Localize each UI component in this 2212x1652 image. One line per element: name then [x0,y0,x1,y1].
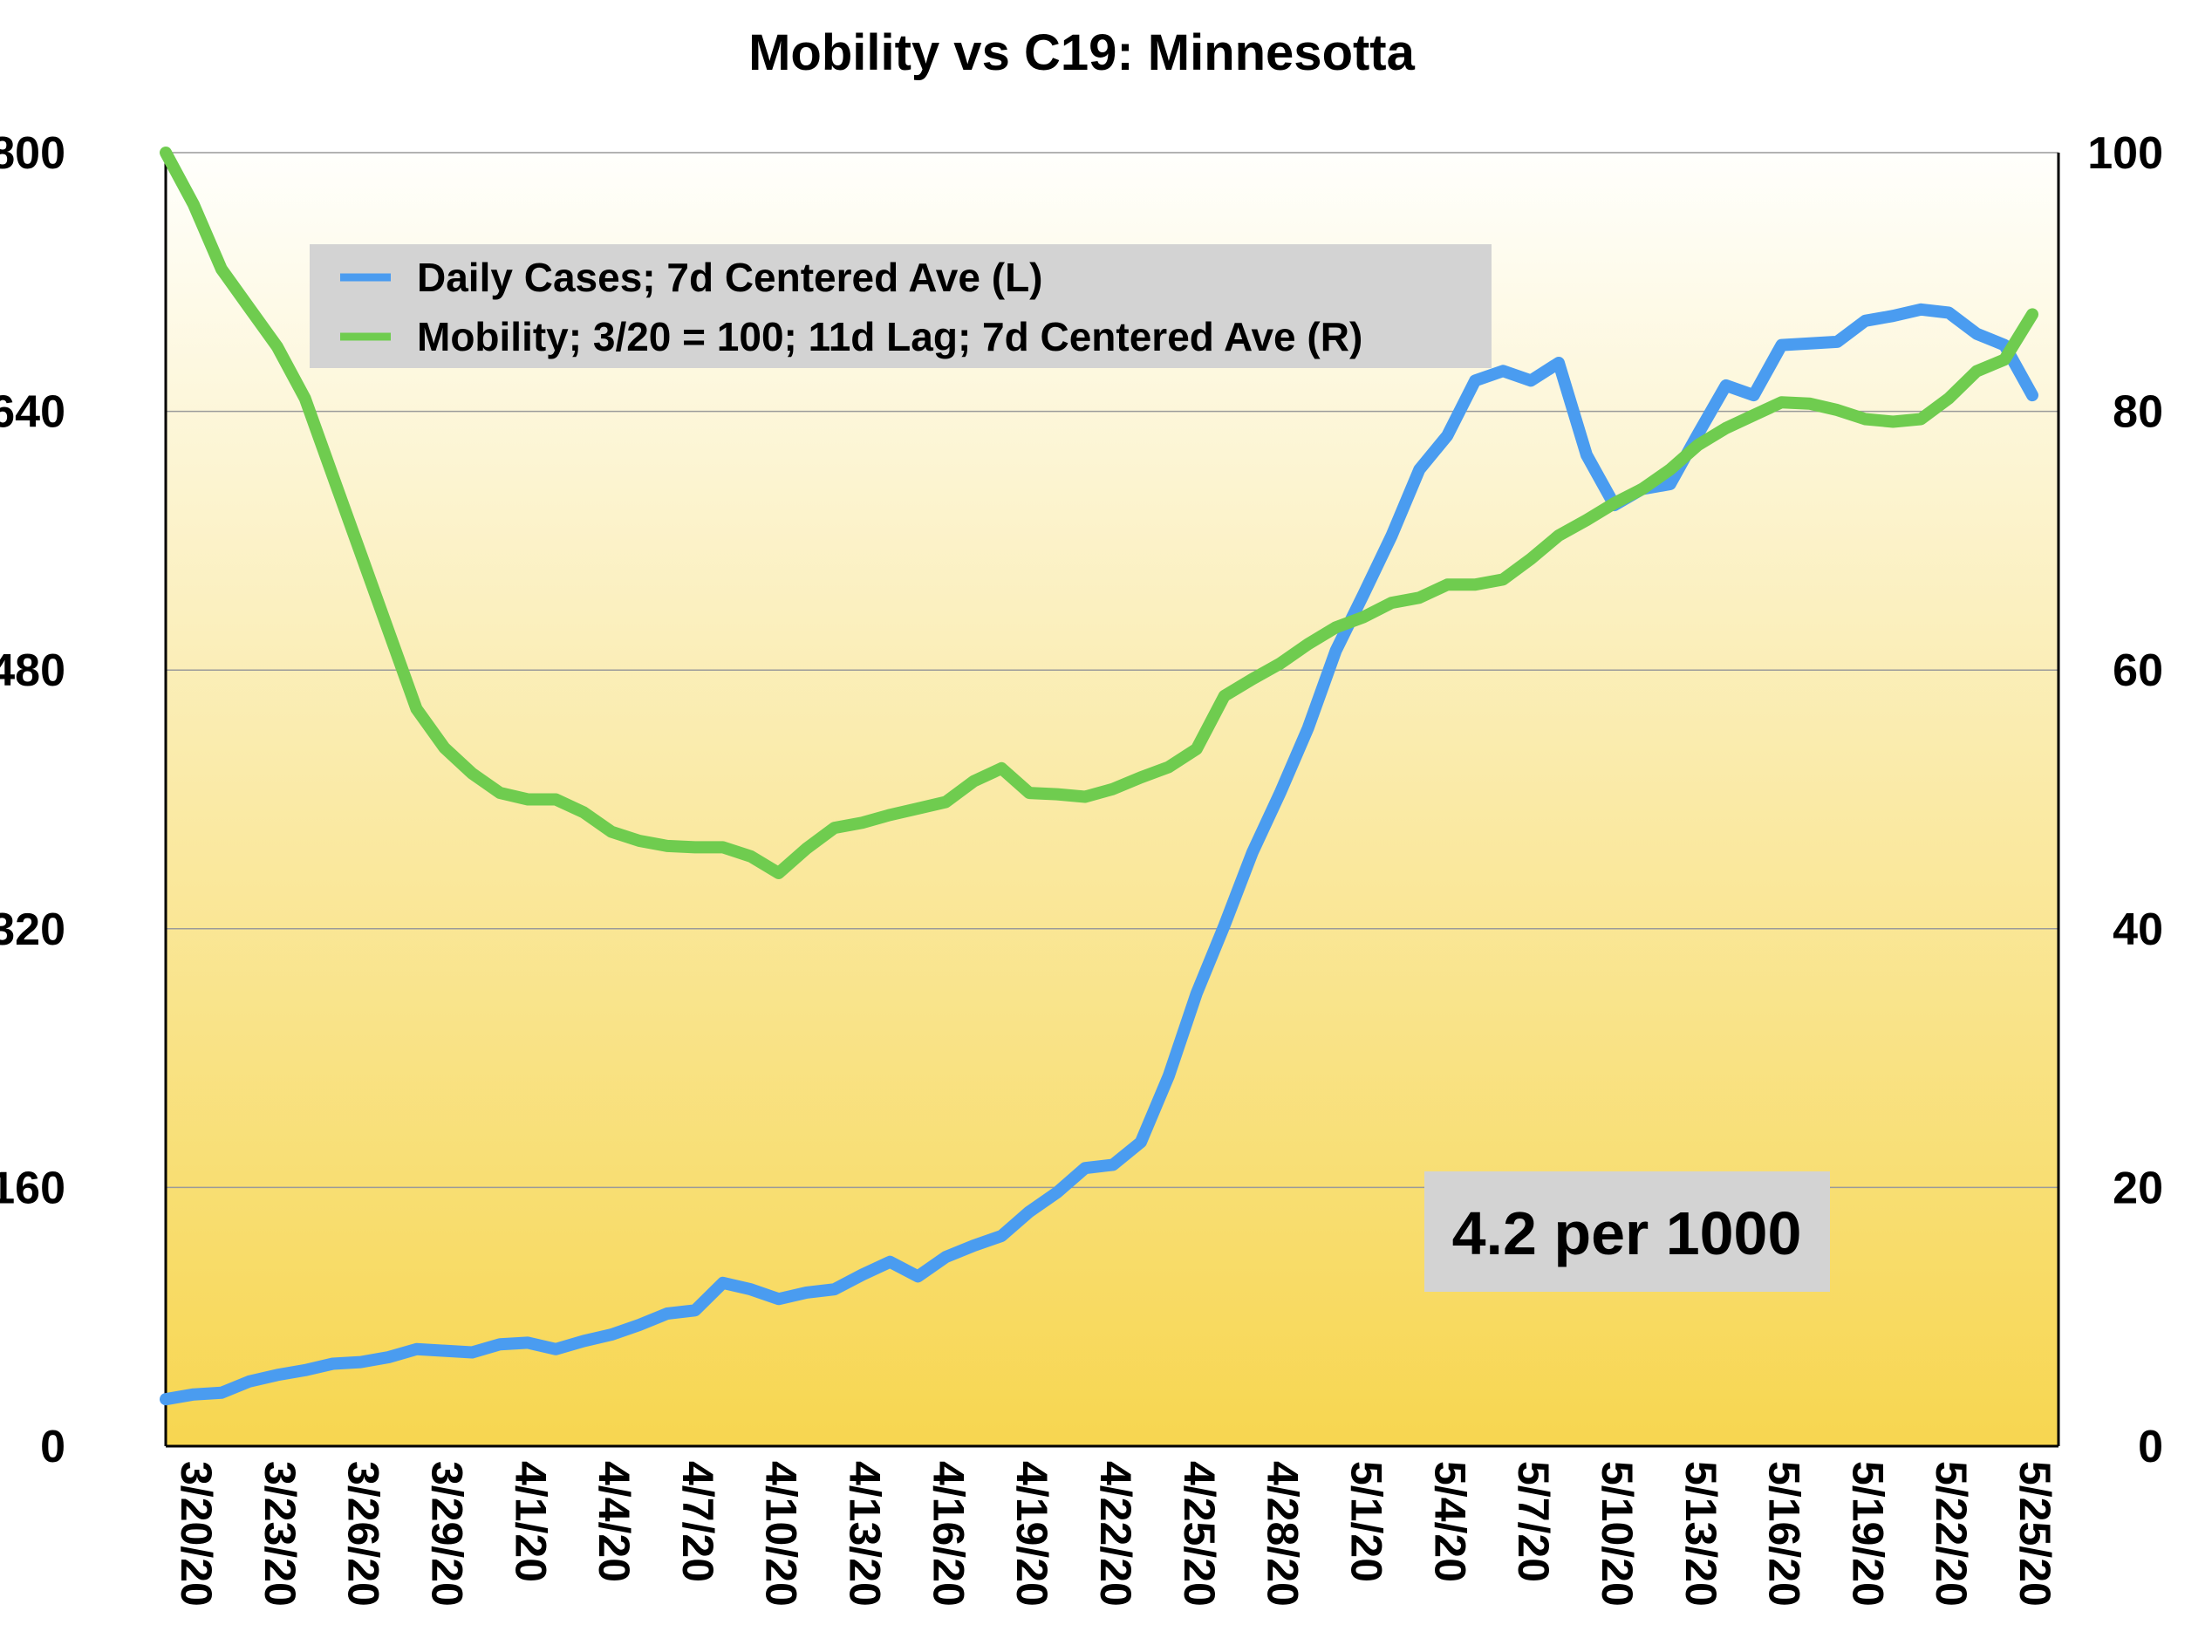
y-right-tick-label: 20 [2113,1163,2163,1213]
chart-title: Mobility vs C19: Minnesotta [748,24,1416,81]
x-tick-label: 4/7/20 [673,1461,722,1582]
x-tick-label: 4/25/20 [1175,1461,1224,1607]
annotation-background [1424,1171,1830,1292]
legend-label-mobility: Mobility; 3/20 = 100; 11d Lag; 7d Center… [417,314,1362,359]
y-left-tick-label: 640 [0,387,65,438]
x-tick-label: 3/23/20 [256,1461,304,1607]
x-tick-label: 5/4/20 [1425,1461,1474,1582]
x-tick-label: 5/19/20 [1843,1461,1892,1607]
x-tick-label: 5/16/20 [1760,1461,1809,1607]
y-right-tick-labels: 0 20 40 60 80 100 [2087,128,2163,1472]
x-tick-label: 5/7/20 [1509,1461,1558,1582]
x-tick-label: 4/10/20 [757,1461,806,1607]
x-tick-label: 4/28/20 [1259,1461,1307,1607]
x-tick-label: 5/25/20 [2011,1461,2059,1607]
series-lines [160,147,2038,1406]
legend-label-cases: Daily Cases; 7d Centered Ave (L) [417,255,1043,300]
x-tick-label: 4/16/20 [924,1461,973,1607]
x-tick-label: 5/22/20 [1927,1461,1976,1607]
x-tick-label: 4/22/20 [1091,1461,1140,1607]
legend-box [310,244,1492,368]
y-right-tick-label: 80 [2113,387,2163,438]
x-tick-label: 3/20/20 [172,1461,221,1607]
x-tick-label: 4/19/20 [1007,1461,1056,1607]
annotation-box: 4.2 per 1000 [1424,1171,1830,1292]
legend: Daily Cases; 7d Centered Ave (L) Mobilit… [310,244,1492,368]
y-right-tick-label: 0 [2138,1422,2163,1472]
x-tick-label: 5/10/20 [1593,1461,1642,1607]
series-line-mobility [160,147,2038,879]
annotation-text: 4.2 per 1000 [1452,1199,1802,1267]
y-left-tick-label: 480 [0,645,65,696]
x-tick-label: 3/26/20 [339,1461,388,1607]
x-tick-label: 5/1/20 [1342,1461,1390,1582]
y-right-tick-label: 40 [2113,905,2163,955]
y-right-tick-label: 100 [2087,128,2163,179]
x-tick-label: 4/4/20 [590,1461,638,1582]
x-tick-labels: 3/20/20 3/23/20 3/26/20 3/29/20 4/1/20 4/4/20… [172,1461,2059,1607]
x-tick-label: 3/29/20 [422,1461,471,1607]
y-right-tick-label: 60 [2113,645,2163,696]
x-tick-label: 4/13/20 [841,1461,890,1607]
y-left-tick-label: 160 [0,1163,65,1213]
x-tick-label: 4/1/20 [506,1461,555,1582]
y-left-tick-label: 320 [0,905,65,955]
series-line-cases [160,303,2038,1406]
y-left-tick-labels: 0 160 320 480 640 800 [0,128,65,1472]
y-left-tick-label: 0 [40,1422,65,1472]
x-tick-label: 5/13/20 [1676,1461,1725,1607]
y-left-tick-label: 800 [0,128,65,179]
